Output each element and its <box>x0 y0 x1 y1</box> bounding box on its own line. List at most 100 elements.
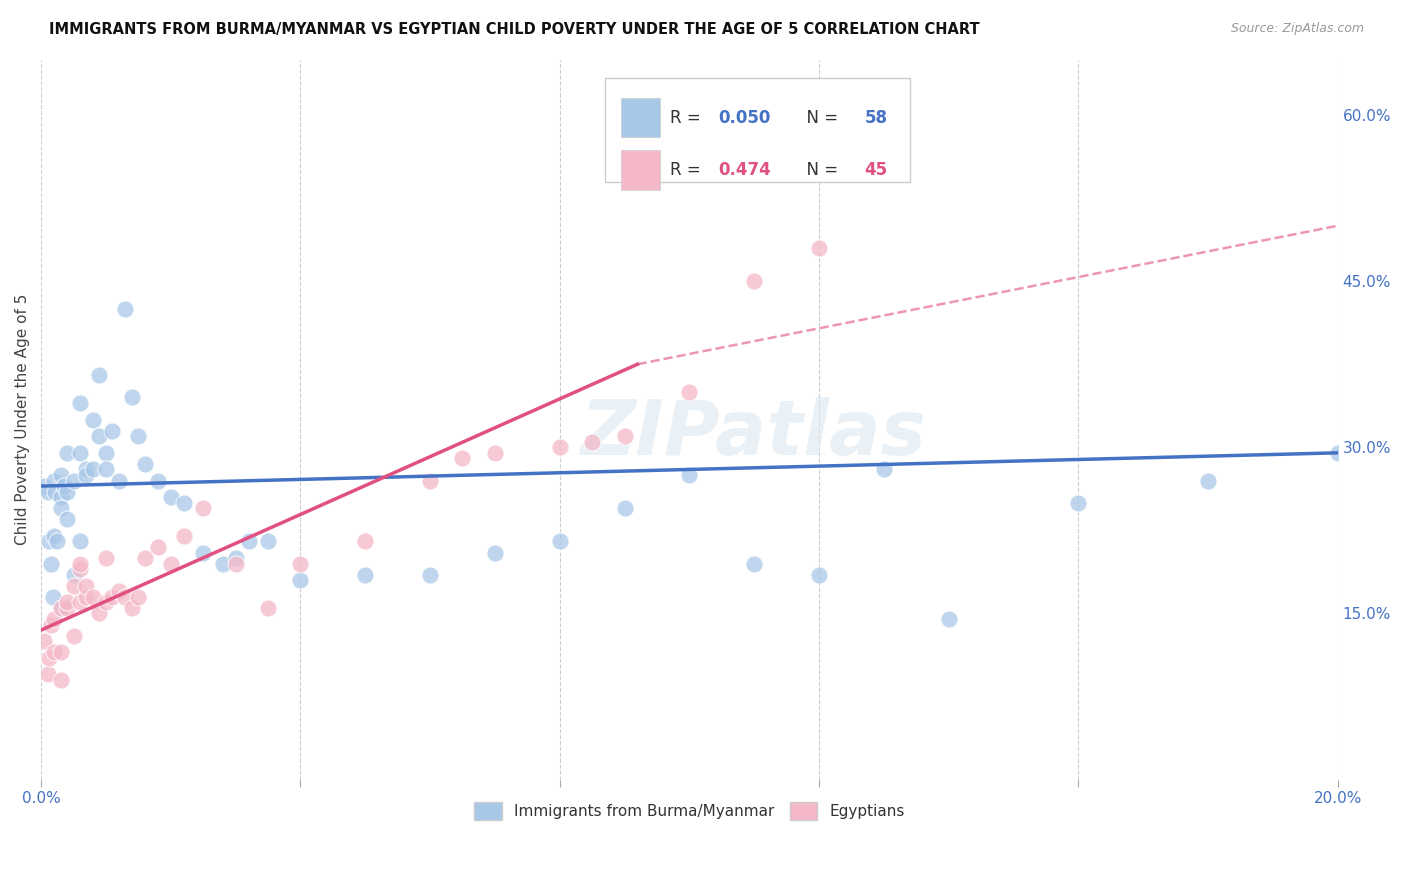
Point <box>49 501 72 516</box>
Point <box>581 434 603 449</box>
Point <box>159 557 181 571</box>
Point <box>34 634 56 648</box>
Point <box>678 384 700 399</box>
Point <box>82 412 104 426</box>
Point <box>484 446 506 460</box>
Text: R =: R = <box>669 161 706 178</box>
FancyBboxPatch shape <box>605 78 910 182</box>
Text: Source: ZipAtlas.com: Source: ZipAtlas.com <box>1230 22 1364 36</box>
Point <box>484 545 506 559</box>
Point <box>49 673 72 687</box>
Point <box>49 645 72 659</box>
Point <box>94 595 117 609</box>
Point <box>1197 474 1219 488</box>
Point <box>56 446 79 460</box>
Point <box>76 590 98 604</box>
Point <box>56 595 79 609</box>
Point <box>108 474 131 488</box>
Text: 58: 58 <box>865 109 887 127</box>
Point <box>34 479 56 493</box>
Point <box>114 590 136 604</box>
Point <box>42 474 65 488</box>
Point <box>173 496 195 510</box>
Point <box>52 479 75 493</box>
Point <box>127 429 149 443</box>
Point <box>42 612 65 626</box>
Point <box>89 607 111 621</box>
Point <box>127 590 149 604</box>
Point <box>121 601 143 615</box>
Text: N =: N = <box>796 109 844 127</box>
Point <box>62 567 84 582</box>
Point <box>62 629 84 643</box>
Point <box>548 534 571 549</box>
Point <box>257 534 280 549</box>
Point <box>82 462 104 476</box>
Point <box>69 595 91 609</box>
Point <box>69 557 91 571</box>
Point <box>613 501 636 516</box>
Point <box>37 667 59 681</box>
Point <box>49 601 72 615</box>
Point <box>193 545 215 559</box>
Text: N =: N = <box>796 161 844 178</box>
Point <box>808 241 831 255</box>
Point <box>38 650 60 665</box>
Point <box>69 446 91 460</box>
Point <box>46 534 69 549</box>
Point <box>44 484 66 499</box>
Point <box>808 567 831 582</box>
Y-axis label: Child Poverty Under the Age of 5: Child Poverty Under the Age of 5 <box>15 294 30 545</box>
Point <box>101 590 124 604</box>
Point <box>69 562 91 576</box>
Point <box>742 557 765 571</box>
Point <box>94 446 117 460</box>
Point <box>146 540 169 554</box>
Point <box>69 534 91 549</box>
Point <box>69 396 91 410</box>
Point <box>94 462 117 476</box>
Point <box>742 274 765 288</box>
Point <box>938 612 960 626</box>
Point <box>108 584 131 599</box>
Point <box>76 579 98 593</box>
Point <box>101 424 124 438</box>
Point <box>37 484 59 499</box>
Point <box>134 457 156 471</box>
Point <box>51 601 73 615</box>
Point <box>62 579 84 593</box>
Point <box>62 474 84 488</box>
Point <box>225 551 247 566</box>
Point <box>211 557 233 571</box>
Point <box>290 573 312 587</box>
Legend: Immigrants from Burma/Myanmar, Egyptians: Immigrants from Burma/Myanmar, Egyptians <box>468 796 911 826</box>
Point <box>678 467 700 482</box>
Point <box>42 645 65 659</box>
Point <box>89 368 111 383</box>
Point <box>173 529 195 543</box>
Point <box>94 551 117 566</box>
Text: ZIPatlas: ZIPatlas <box>581 397 927 471</box>
Text: 0.050: 0.050 <box>718 109 770 127</box>
Point <box>548 440 571 454</box>
Point <box>39 617 62 632</box>
Point <box>76 467 98 482</box>
Point <box>121 391 143 405</box>
Point <box>1326 446 1348 460</box>
Point <box>419 567 441 582</box>
Point <box>290 557 312 571</box>
Point <box>89 429 111 443</box>
Point <box>613 429 636 443</box>
Point <box>146 474 169 488</box>
Point <box>39 557 62 571</box>
Point <box>238 534 260 549</box>
Point <box>257 601 280 615</box>
Point <box>451 451 474 466</box>
Point <box>42 529 65 543</box>
Point <box>354 534 377 549</box>
Point <box>1067 496 1090 510</box>
Point <box>354 567 377 582</box>
Point <box>873 462 896 476</box>
Point <box>56 601 79 615</box>
Point <box>193 501 215 516</box>
